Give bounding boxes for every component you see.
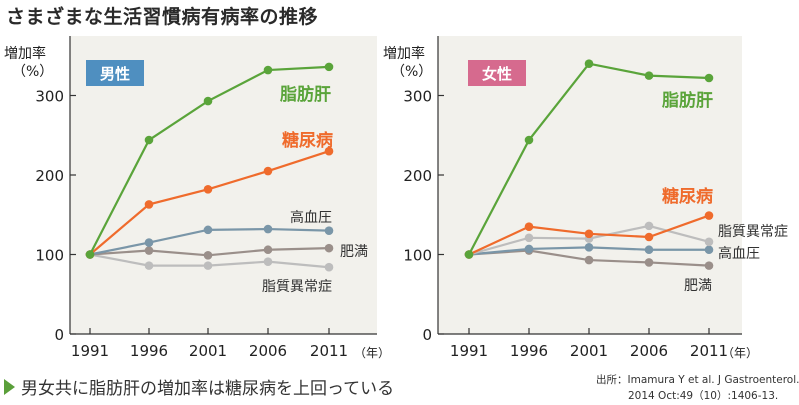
y-tick-label: 0 — [54, 326, 64, 344]
data-point — [704, 211, 714, 220]
data-point — [644, 232, 654, 242]
data-point — [704, 261, 714, 270]
data-point — [144, 135, 154, 145]
y-tick-label: 0 — [422, 326, 432, 344]
series-label-blood-pressure: 高血圧 — [718, 245, 760, 262]
source-line-2: 2014 Oct:49（10）:1406-13. — [628, 390, 779, 402]
data-point — [644, 245, 654, 255]
data-point — [524, 222, 534, 231]
y-axis-label: 増加率 — [4, 45, 46, 62]
x-tick-label: 1996 — [130, 342, 168, 360]
y-axis-label: 増加率 — [383, 45, 425, 62]
data-point — [524, 233, 534, 243]
data-point — [524, 244, 534, 254]
data-point — [704, 73, 714, 83]
data-point — [324, 262, 334, 272]
y-tick-label: 300 — [403, 88, 432, 106]
data-point — [85, 250, 95, 259]
x-tick-label: 2011 — [690, 342, 728, 360]
data-point — [324, 62, 334, 72]
data-point — [464, 250, 474, 259]
data-point — [263, 65, 273, 75]
data-point — [203, 225, 213, 235]
y-tick-label: 200 — [403, 167, 432, 185]
data-point — [584, 255, 594, 265]
x-tick-label: 2006 — [249, 342, 287, 360]
series-label-dyslipidemia: 脂質異常症 — [718, 224, 788, 240]
data-point — [324, 146, 334, 156]
data-point — [203, 261, 213, 270]
data-point — [584, 229, 594, 239]
data-point — [524, 135, 534, 145]
data-point — [203, 185, 213, 194]
x-axis-unit: （年） — [354, 346, 390, 360]
data-point — [203, 96, 213, 106]
data-point — [144, 238, 154, 247]
panel-badge-female — [468, 60, 526, 86]
data-point — [704, 245, 714, 255]
panel-label-male: 男性 — [100, 65, 130, 83]
x-tick-label: 1991 — [450, 342, 488, 360]
y-tick-label: 200 — [35, 167, 64, 185]
series-label-diabetes: 糖尿病 — [282, 130, 333, 151]
chart-title: さまざまな生活習慣病有病率の推移 — [6, 6, 319, 28]
data-point — [324, 226, 334, 235]
data-point — [263, 245, 273, 255]
y-tick-label: 100 — [403, 247, 432, 265]
x-tick-label: 2006 — [630, 342, 668, 360]
y-axis-unit: （%） — [12, 64, 53, 80]
data-point — [324, 243, 334, 253]
data-point — [584, 59, 594, 68]
series-label-fatty-liver: 脂肪肝 — [280, 84, 331, 105]
x-tick-label: 1996 — [510, 342, 548, 360]
data-point — [144, 246, 154, 255]
y-axis-unit: （%） — [391, 64, 432, 80]
x-axis-unit: （年） — [722, 346, 758, 360]
series-label-diabetes: 糖尿病 — [662, 186, 713, 207]
panel-badge-male — [86, 60, 144, 86]
data-point — [644, 71, 654, 80]
x-tick-label: 2011 — [310, 342, 348, 360]
footer-note: 男女共に脂肪肝の増加率は糖尿病を上回っている — [4, 374, 394, 399]
data-point — [704, 237, 714, 247]
data-point — [644, 258, 654, 267]
data-point — [144, 200, 154, 209]
data-point — [263, 166, 273, 176]
y-tick-label: 300 — [35, 88, 64, 106]
source-citation: 出所：Imamura Y et al. J Gastroenterol. 201… — [596, 372, 799, 404]
data-point — [263, 257, 273, 266]
series-label-fatty-liver: 脂肪肝 — [662, 90, 713, 111]
series-label-obesity: 肥満 — [340, 244, 368, 260]
data-point — [144, 261, 154, 270]
x-tick-label: 1991 — [71, 342, 109, 360]
footer-note-text: 男女共に脂肪肝の増加率は糖尿病を上回っている — [21, 379, 395, 399]
data-point — [644, 221, 654, 231]
data-point — [263, 224, 273, 234]
data-point — [584, 243, 594, 252]
panel-label-female: 女性 — [482, 65, 512, 83]
data-point — [203, 250, 213, 260]
y-tick-label: 100 — [35, 247, 64, 265]
panel-female: 増加率 （%） 女性 0 100 200 300 1991 1996 2001 2006 20… — [383, 36, 788, 360]
x-tick-label: 2001 — [189, 342, 227, 360]
series-label-dyslipidemia: 脂質異常症 — [262, 279, 332, 295]
series-label-blood-pressure: 高血圧 — [290, 209, 332, 226]
panel-male: 増加率 （%） 男性 0 100 200 300 1991 1996 2001 2006 20… — [4, 36, 390, 360]
triangle-bullet-icon — [4, 378, 15, 395]
x-tick-label: 2001 — [570, 342, 608, 360]
series-label-obesity: 肥満 — [684, 278, 712, 294]
source-line-1: 出所：Imamura Y et al. J Gastroenterol. — [596, 374, 799, 386]
